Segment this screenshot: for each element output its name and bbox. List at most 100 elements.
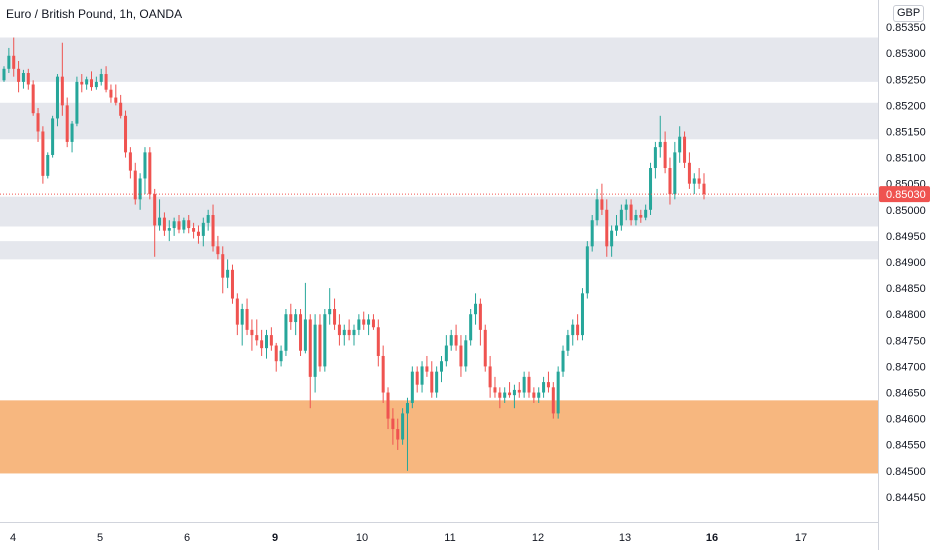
- candle: [508, 382, 512, 398]
- candle: [75, 76, 79, 127]
- candle: [158, 199, 162, 231]
- price-tick-label: 0.84950: [886, 231, 926, 243]
- candle: [172, 217, 176, 236]
- candle: [245, 298, 249, 336]
- time-tick-label: 5: [97, 532, 103, 544]
- candle-body: [85, 79, 89, 85]
- candle: [425, 355, 429, 377]
- candle: [17, 60, 21, 93]
- candle: [133, 162, 137, 205]
- candle: [260, 329, 264, 356]
- candle-body: [182, 220, 186, 230]
- candle-body: [167, 228, 171, 231]
- candle-body: [542, 382, 546, 393]
- candle: [2, 66, 6, 82]
- candle-body: [478, 303, 482, 330]
- candle: [26, 68, 30, 90]
- price-tick-label: 0.84600: [886, 414, 926, 426]
- candle: [138, 173, 142, 210]
- candle-body: [668, 168, 672, 195]
- candle-body: [124, 115, 128, 153]
- candle: [303, 282, 307, 354]
- candle: [483, 324, 487, 372]
- candle: [357, 314, 361, 336]
- candle: [537, 387, 541, 403]
- candle: [337, 314, 341, 346]
- candle: [313, 314, 317, 393]
- candle: [167, 220, 171, 242]
- candle: [585, 241, 589, 299]
- candle: [610, 225, 614, 257]
- candle-body: [294, 314, 298, 323]
- candle: [201, 217, 205, 247]
- candle: [430, 361, 434, 398]
- candle-body: [683, 136, 687, 163]
- candle-body: [595, 199, 599, 221]
- candle: [299, 308, 303, 356]
- candle-body: [36, 113, 40, 132]
- candle: [206, 209, 210, 231]
- currency-badge[interactable]: GBP: [893, 5, 925, 22]
- time-tick-label: 12: [532, 532, 544, 544]
- zones-layer: [0, 37, 878, 474]
- price-tick-label: 0.84450: [886, 492, 926, 504]
- candle-body: [299, 314, 303, 351]
- candle-body: [571, 324, 575, 336]
- candle: [639, 209, 643, 223]
- candle-body: [517, 389, 521, 393]
- candle: [697, 168, 701, 189]
- candle: [128, 147, 132, 179]
- candle: [649, 162, 653, 216]
- candle-body: [527, 376, 531, 393]
- candle: [352, 324, 356, 346]
- candle-body: [610, 230, 614, 247]
- candle-body: [576, 324, 580, 336]
- candle: [177, 215, 181, 234]
- candle-body: [17, 68, 21, 82]
- candle: [235, 293, 239, 336]
- candle-body: [65, 105, 69, 142]
- candle: [284, 308, 288, 356]
- candle: [148, 147, 152, 200]
- candle-body: [308, 319, 312, 377]
- candle-body: [75, 81, 79, 124]
- candle: [226, 259, 230, 289]
- candle: [580, 288, 584, 341]
- candle: [566, 329, 570, 356]
- time-axis[interactable]: 4 5 6 9 10 11 12 13 16 17: [0, 522, 878, 545]
- candle-body: [614, 225, 619, 231]
- candle-body: [187, 220, 191, 229]
- candle-body: [396, 429, 400, 440]
- price-axis[interactable]: 0.85350 0.85300 0.85250 0.85200 0.85150 0.851…: [878, 0, 931, 550]
- candle-body: [12, 55, 16, 69]
- candle: [12, 37, 16, 77]
- price-tick-label: 0.84650: [886, 388, 926, 400]
- candle: [187, 215, 191, 234]
- candle: [619, 204, 623, 231]
- candle-body: [420, 366, 424, 385]
- candle-body: [624, 204, 628, 210]
- candle-body: [639, 215, 643, 218]
- candle: [673, 141, 677, 200]
- candle: [449, 329, 453, 351]
- candle: [381, 345, 385, 403]
- candle: [294, 308, 298, 336]
- candle-body: [449, 335, 453, 346]
- candle-body: [561, 350, 565, 372]
- candle: [668, 157, 672, 205]
- candle: [51, 115, 55, 158]
- candle: [119, 94, 123, 119]
- candle: [55, 74, 59, 127]
- price-tick-label: 0.84850: [886, 283, 926, 295]
- candle-body: [469, 314, 473, 341]
- candle-body: [386, 392, 390, 419]
- last-price-tag: [879, 186, 930, 203]
- candle-body: [464, 340, 468, 367]
- price-tick-label: 0.84800: [886, 309, 926, 321]
- candle: [274, 342, 278, 372]
- time-tick-label: 17: [795, 532, 807, 544]
- candle: [605, 199, 609, 257]
- candle: [362, 311, 366, 330]
